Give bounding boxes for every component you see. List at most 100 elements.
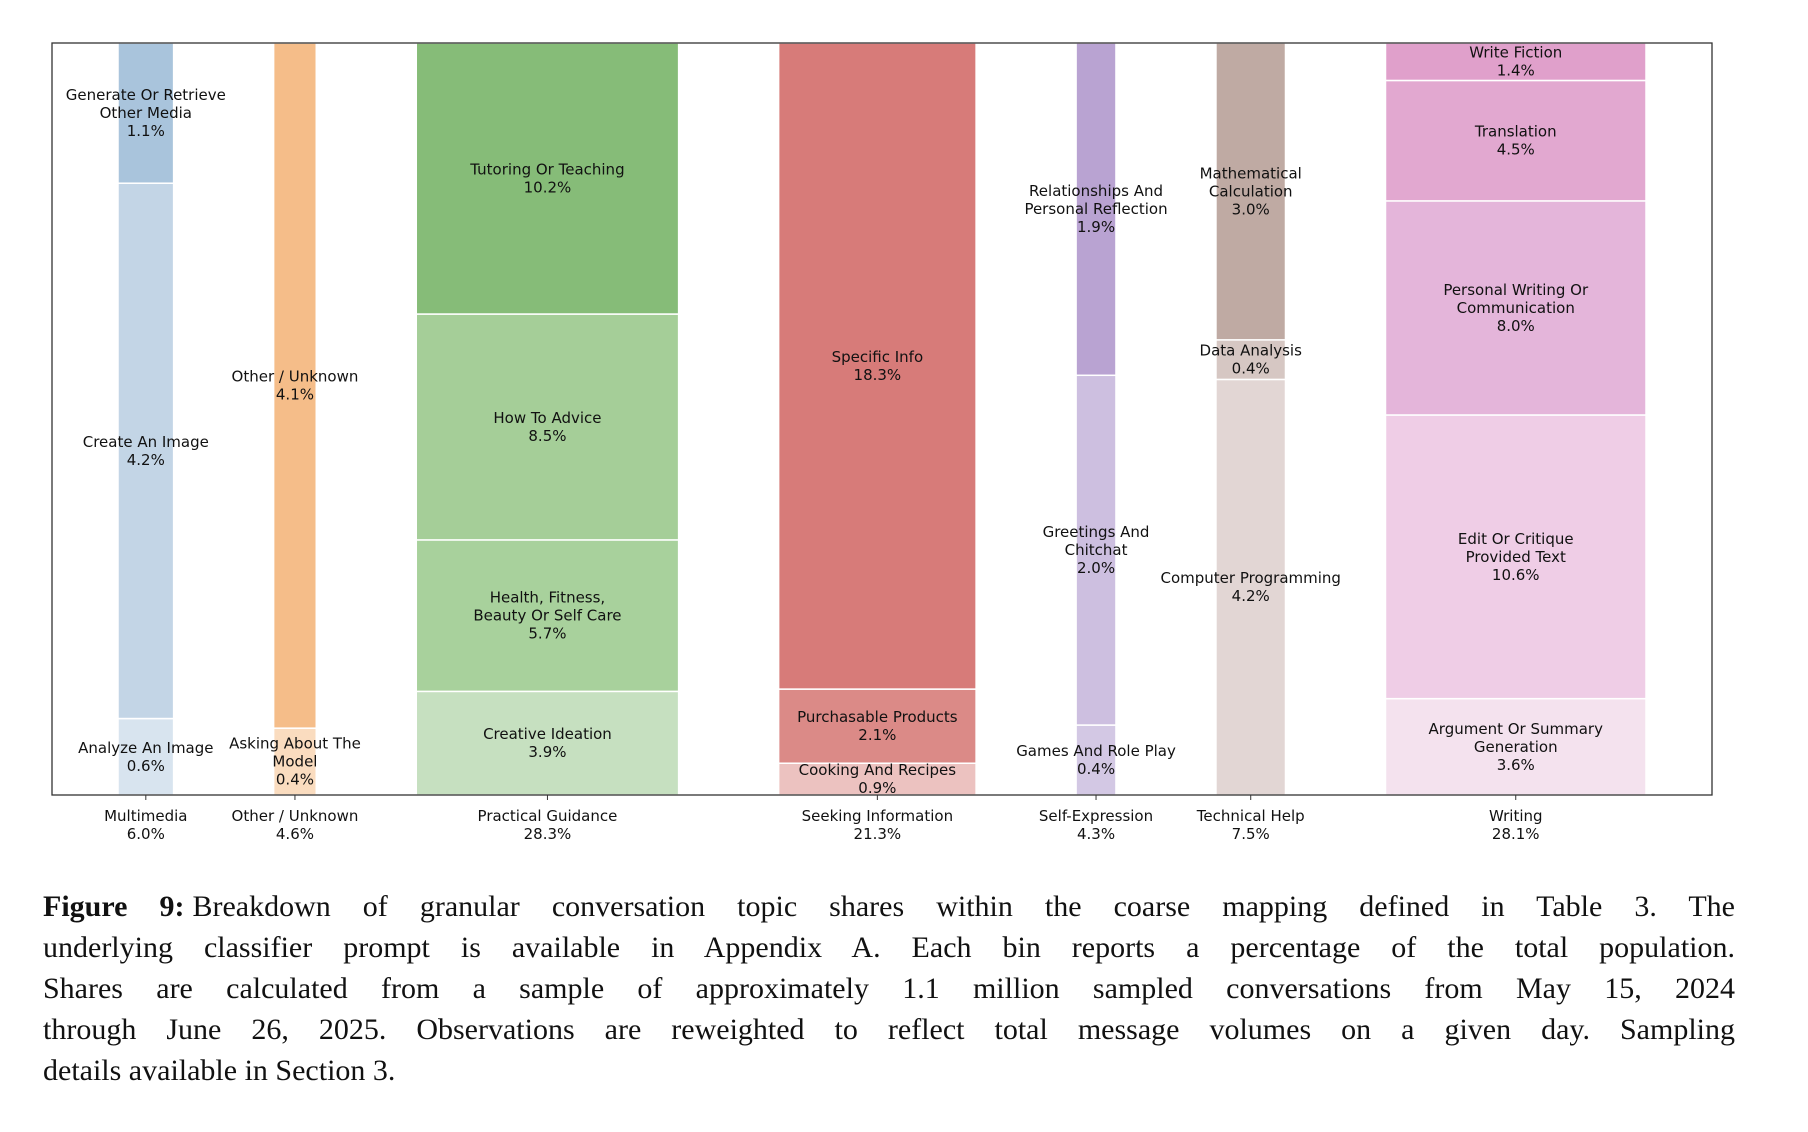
bar-segment [1384,42,1647,82]
segment-label: Creative Ideation 3.9% [483,725,612,761]
segment-label-line: 1.9% [1077,218,1115,236]
segment-label-line: Games And Role Play [1016,742,1176,760]
segment-label-line: 2.0% [1077,559,1115,577]
bar-segment [1215,339,1287,381]
segment-label-line: Specific Info [832,348,924,366]
segment-label: Translation 4.5% [1474,123,1557,159]
bar-segment [1215,42,1287,341]
segment-label: Create An Image 4.2% [83,433,209,469]
caption-line: details available in Section 3. [43,1054,396,1087]
segment-label: Write Fiction 1.4% [1469,44,1562,80]
marimekko-chart: Multimedia 6.0%Other / Unknown 4.6%Practic… [51,42,1713,843]
bar-segment [272,727,318,796]
segment-label-line: Generate Or Retrieve [66,86,226,104]
segment-label-line: Data Analysis [1200,342,1303,360]
segment-label: Greetings And Chitchat 2.0% [1043,523,1150,577]
category-name: Technical Help [1196,807,1305,825]
x-tick-label: Writing 28.1% [1489,807,1543,843]
bar-segment [117,717,175,796]
segment-label-line: 1.1% [127,122,165,140]
category-name: Writing [1489,807,1543,825]
segment-label: Data Analysis 0.4% [1200,342,1303,378]
category-share: 4.6% [276,825,314,843]
segment-label-line: 5.7% [528,625,566,643]
bar-segment [777,42,977,690]
segment-label-line: Health, Fitness, [490,589,606,607]
x-tick-label: Seeking Information 21.3% [802,807,953,843]
bar-segment [777,762,977,796]
segment-label-line: Model [272,753,317,771]
bar-seeking-information [777,42,977,796]
bar-technical-help [1215,42,1287,796]
segment-label-line: 0.4% [1232,360,1270,378]
segment-label-line: 4.2% [127,451,165,469]
segment-label-line: 0.9% [858,779,896,797]
segment-label-line: 3.6% [1497,756,1535,774]
bar-practical-guidance [415,42,680,796]
segment-label: Personal Writing Or Communication 8.0% [1443,281,1589,335]
caption-line: Shares are calculated from a sample of a… [43,972,1735,1005]
segment-label: Games And Role Play 0.4% [1016,742,1176,778]
segment-label-line: Communication [1457,299,1575,317]
plot-frame [51,42,1713,796]
bar-multimedia [117,42,175,796]
segment-label-line: Translation [1474,123,1557,141]
bar-segment [1384,697,1647,796]
segment-label-line: 0.4% [1077,760,1115,778]
segment-label-line: Chitchat [1065,541,1128,559]
bar-segment [415,539,680,693]
segment-label: Cooking And Recipes 0.9% [799,761,957,797]
segment-label-line: 10.2% [524,179,572,197]
segment-label: Computer Programming 4.2% [1161,569,1341,605]
segment-label-line: Calculation [1209,182,1293,200]
bar-self-expression [1075,42,1117,796]
segment-label-line: Write Fiction [1469,44,1562,62]
category-share: 28.1% [1492,825,1540,843]
segment-label-line: Create An Image [83,433,209,451]
segment-label: Specific Info 18.3% [832,348,924,384]
bar-segment [1215,378,1287,796]
segment-label: Asking About The Model 0.4% [229,735,361,789]
category-share: 21.3% [854,825,902,843]
segment-label: Other / Unknown 4.1% [232,368,359,404]
category-share: 6.0% [127,825,165,843]
x-axis: Multimedia 6.0% Other / Unknown 4.6% Practic… [104,795,1543,843]
segment-label: Health, Fitness, Beauty Or Self Care 5.7% [473,589,621,643]
segment-label-line: Asking About The [229,735,361,753]
segment-label-line: 18.3% [854,366,902,384]
segment-label-line: Provided Text [1466,548,1566,566]
segment-label: Edit Or Critique Provided Text 10.6% [1458,530,1574,584]
bar-other-unknown [272,42,318,796]
segment-label-line: Beauty Or Self Care [473,607,621,625]
segment-label-line: 2.1% [858,726,896,744]
segment-label-line: How To Advice [493,409,601,427]
segment-label-line: 3.9% [528,743,566,761]
segment-label-line: 0.4% [276,771,314,789]
segment-label-line: 10.6% [1492,566,1540,584]
segment-label-line: 8.5% [528,427,566,445]
category-share: 7.5% [1232,825,1270,843]
x-tick-label: Multimedia 6.0% [104,807,187,843]
category-name: Other / Unknown [232,807,359,825]
segment-label: Purchasable Products 2.1% [797,708,958,744]
segment-label-line: Edit Or Critique [1458,530,1574,548]
caption-line: underlying classifier prompt is availabl… [43,931,1735,964]
segment-label-line: Other / Unknown [232,368,359,386]
segment-label-line: 4.1% [276,386,314,404]
segment-label-line: Computer Programming [1161,569,1341,587]
segment-labels: Analyze An Image 0.6%Create An Image 4.2%G… [66,44,1603,797]
segment-label: Analyze An Image 0.6% [78,739,213,775]
segment-label-line: Personal Reflection [1024,200,1167,218]
category-name: Self-Expression [1039,807,1153,825]
segment-label-line: 3.0% [1232,200,1270,218]
bar-segment [415,42,680,315]
segment-label-line: 8.0% [1497,317,1535,335]
segment-label-line: 1.4% [1497,62,1535,80]
x-tick-label: Practical Guidance 28.3% [478,807,618,843]
category-share: 28.3% [524,825,572,843]
segment-label-line: 0.6% [127,757,165,775]
segment-label-line: 4.2% [1232,587,1270,605]
x-tick-label: Technical Help 7.5% [1196,807,1305,843]
segment-label-line: Purchasable Products [797,708,958,726]
segment-label-line: Creative Ideation [483,725,612,743]
